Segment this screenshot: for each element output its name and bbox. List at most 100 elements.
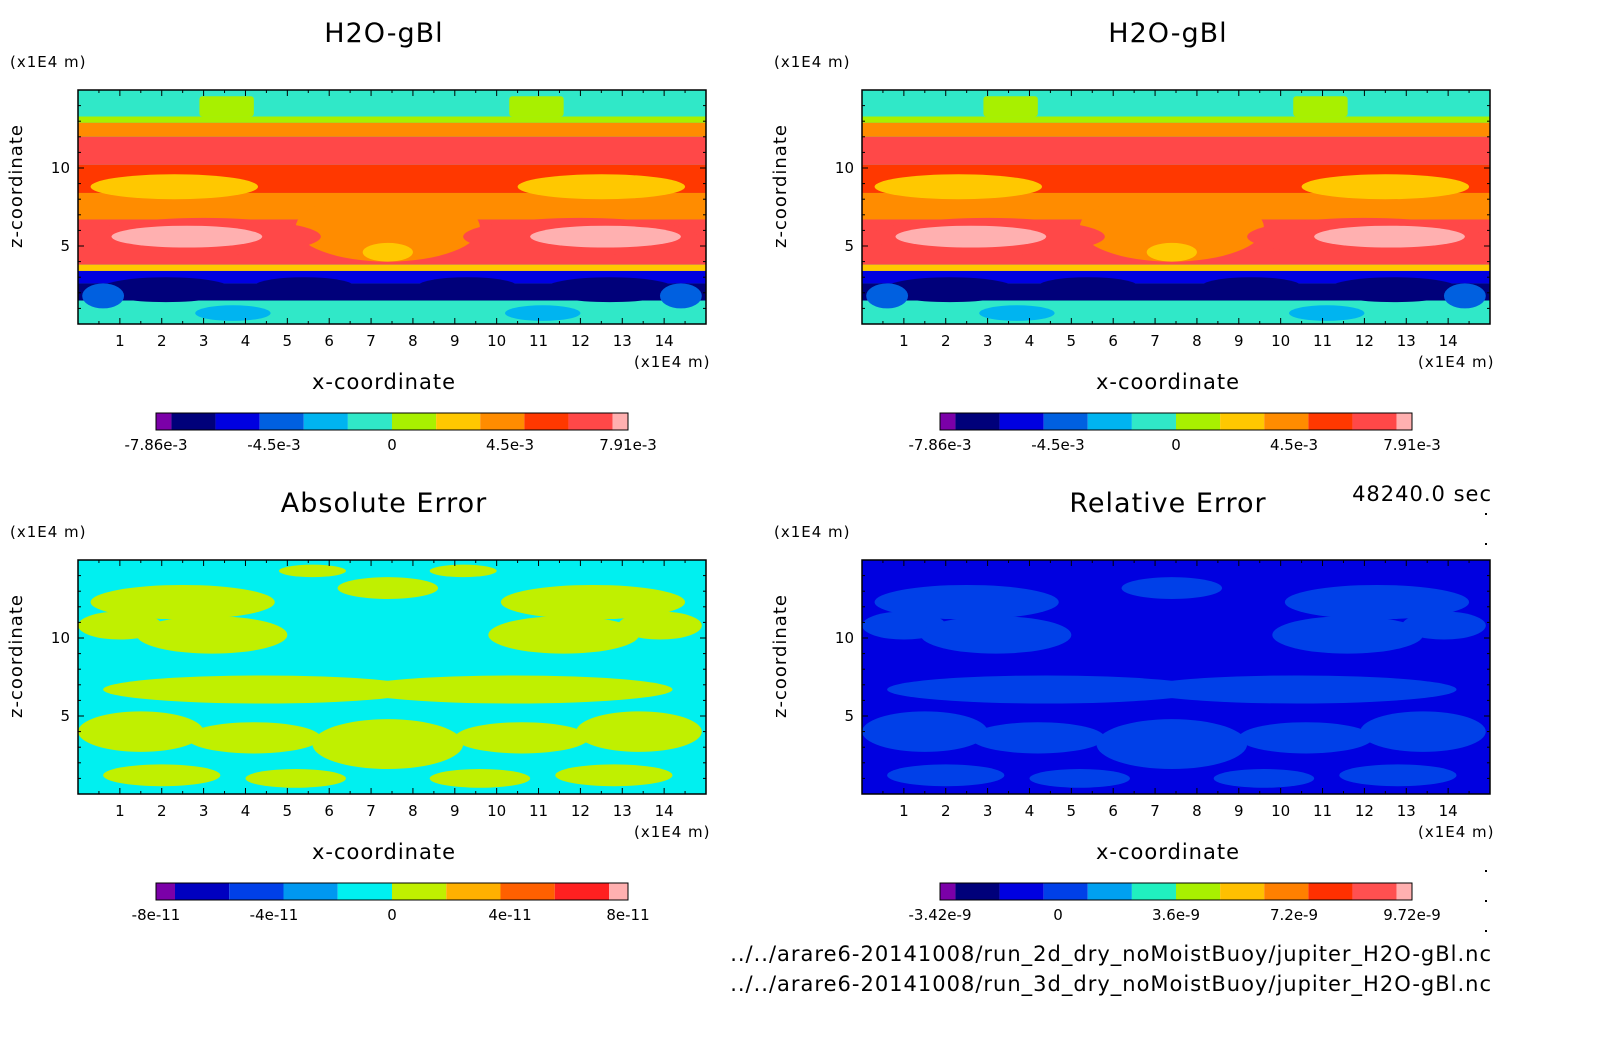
panel-title: H2O-gBl bbox=[1108, 18, 1228, 49]
colorbar-label: 3.6e-9 bbox=[1152, 906, 1200, 924]
x-tick-label: 2 bbox=[941, 332, 951, 350]
field-lobe bbox=[429, 769, 531, 788]
field-band bbox=[78, 270, 706, 284]
x-unit-label: (x1E4 m) bbox=[634, 823, 711, 841]
field-lobe bbox=[979, 305, 1055, 321]
colorbar-cell bbox=[1396, 413, 1412, 430]
colorbar-cell bbox=[940, 413, 956, 430]
colorbar-cell bbox=[1176, 413, 1221, 430]
x-tick-label: 8 bbox=[408, 802, 418, 820]
x-tick-label: 1 bbox=[899, 802, 909, 820]
colorbar-frame bbox=[155, 882, 629, 901]
field-lobe bbox=[555, 764, 673, 787]
colorbar-label: 8e-11 bbox=[606, 906, 649, 924]
y-tick-label: 10 bbox=[835, 629, 854, 647]
panel-title: H2O-gBl bbox=[324, 18, 444, 49]
field-band bbox=[862, 116, 1490, 123]
x-tick-label: 8 bbox=[1192, 802, 1202, 820]
field-lobe bbox=[1284, 584, 1470, 620]
colorbar-label: 4.5e-3 bbox=[1270, 436, 1318, 454]
margin-dot bbox=[1485, 900, 1487, 902]
colorbar-cell bbox=[392, 883, 447, 900]
x-tick-label: 2 bbox=[157, 802, 167, 820]
colorbar-cell bbox=[524, 413, 569, 430]
field-lobe bbox=[1289, 305, 1365, 321]
colorbar-cell bbox=[174, 883, 230, 900]
colorbar-label: -7.86e-3 bbox=[125, 436, 188, 454]
x-tick-label: 6 bbox=[1108, 802, 1118, 820]
field-band bbox=[862, 264, 1490, 271]
field-lobe bbox=[862, 711, 988, 752]
y-tick-label: 5 bbox=[60, 707, 70, 725]
x-tick-label: 9 bbox=[1234, 332, 1244, 350]
x-tick-label: 12 bbox=[1355, 332, 1374, 350]
field-lobe bbox=[1314, 225, 1465, 248]
x-tick-label: 4 bbox=[1025, 332, 1035, 350]
field-lobe bbox=[186, 722, 321, 754]
x-tick-label: 12 bbox=[1355, 802, 1374, 820]
field-band bbox=[78, 136, 706, 165]
x-tick-label: 3 bbox=[199, 802, 209, 820]
field-lobe bbox=[417, 277, 518, 296]
colorbar-label: 4e-11 bbox=[488, 906, 531, 924]
field-lobe bbox=[1037, 277, 1139, 296]
field-lobe bbox=[500, 584, 686, 620]
colorbar-cell bbox=[1352, 413, 1397, 430]
contour-field bbox=[78, 90, 706, 324]
x-tick-label: 7 bbox=[1150, 802, 1160, 820]
field-lobe bbox=[103, 675, 422, 704]
field-lobe bbox=[1029, 769, 1130, 788]
field-lobe bbox=[866, 283, 909, 309]
field-lobe bbox=[920, 616, 1072, 654]
contour-field bbox=[862, 90, 1490, 324]
field-band bbox=[78, 122, 706, 137]
x-tick-label: 7 bbox=[1150, 332, 1160, 350]
colorbar-cell bbox=[1264, 883, 1309, 900]
field-lobe bbox=[454, 722, 589, 754]
field-lobe bbox=[882, 277, 1017, 303]
field-band bbox=[78, 264, 706, 271]
colorbar-label: -4.5e-3 bbox=[247, 436, 300, 454]
field-lobe bbox=[278, 564, 346, 578]
y-tick-label: 10 bbox=[835, 159, 854, 177]
colorbar-cell bbox=[303, 413, 348, 430]
y-tick-label: 5 bbox=[844, 707, 854, 725]
colorbar-label: 9.72e-9 bbox=[1383, 906, 1441, 924]
panel-absolute-error: Absolute Error (x1E4 m) z-coordinate x-c… bbox=[0, 470, 780, 950]
panel-h2o-left: H2O-gBl (x1E4 m) z-coordinate x-coordina… bbox=[0, 0, 780, 480]
file-path-line: ../../arare6-20141008/run_3d_dry_noMoist… bbox=[730, 972, 1492, 996]
field-lobe bbox=[1096, 719, 1248, 770]
field-lobe bbox=[295, 192, 480, 262]
contour-field bbox=[862, 560, 1490, 794]
colorbar-frame bbox=[155, 412, 629, 431]
colorbar-cell bbox=[1131, 413, 1176, 430]
colorbar-cell bbox=[554, 883, 610, 900]
panel-relative-error: Relative Error (x1E4 m) z-coordinate x-c… bbox=[770, 470, 1564, 950]
field-lobe bbox=[1360, 711, 1486, 752]
colorbar-label: 7.91e-3 bbox=[1383, 436, 1441, 454]
field-lobe bbox=[1201, 277, 1302, 296]
field-lobe bbox=[312, 719, 464, 770]
x-tick-label: 1 bbox=[899, 332, 909, 350]
x-tick-label: 9 bbox=[450, 802, 460, 820]
x-tick-label: 7 bbox=[366, 332, 376, 350]
field-lobe bbox=[337, 577, 439, 599]
x-tick-label: 13 bbox=[613, 802, 632, 820]
colorbar-cell bbox=[1308, 413, 1353, 430]
colorbar-label: 7.91e-3 bbox=[599, 436, 657, 454]
x-tick-label: 9 bbox=[1234, 802, 1244, 820]
y-unit-label: (x1E4 m) bbox=[10, 523, 87, 541]
field-lobe bbox=[542, 277, 677, 303]
field-lobe bbox=[509, 96, 564, 117]
colorbar-cell bbox=[1308, 883, 1353, 900]
field-lobe bbox=[103, 764, 221, 787]
field-lobe bbox=[983, 96, 1038, 117]
colorbar-cell bbox=[940, 883, 956, 900]
y-tick-label: 5 bbox=[60, 237, 70, 255]
colorbar-cell bbox=[229, 883, 284, 900]
field-lobe bbox=[245, 769, 346, 788]
colorbar-cell bbox=[1264, 413, 1309, 430]
field-lobe bbox=[488, 616, 640, 654]
colorbar-cell bbox=[955, 413, 1000, 430]
